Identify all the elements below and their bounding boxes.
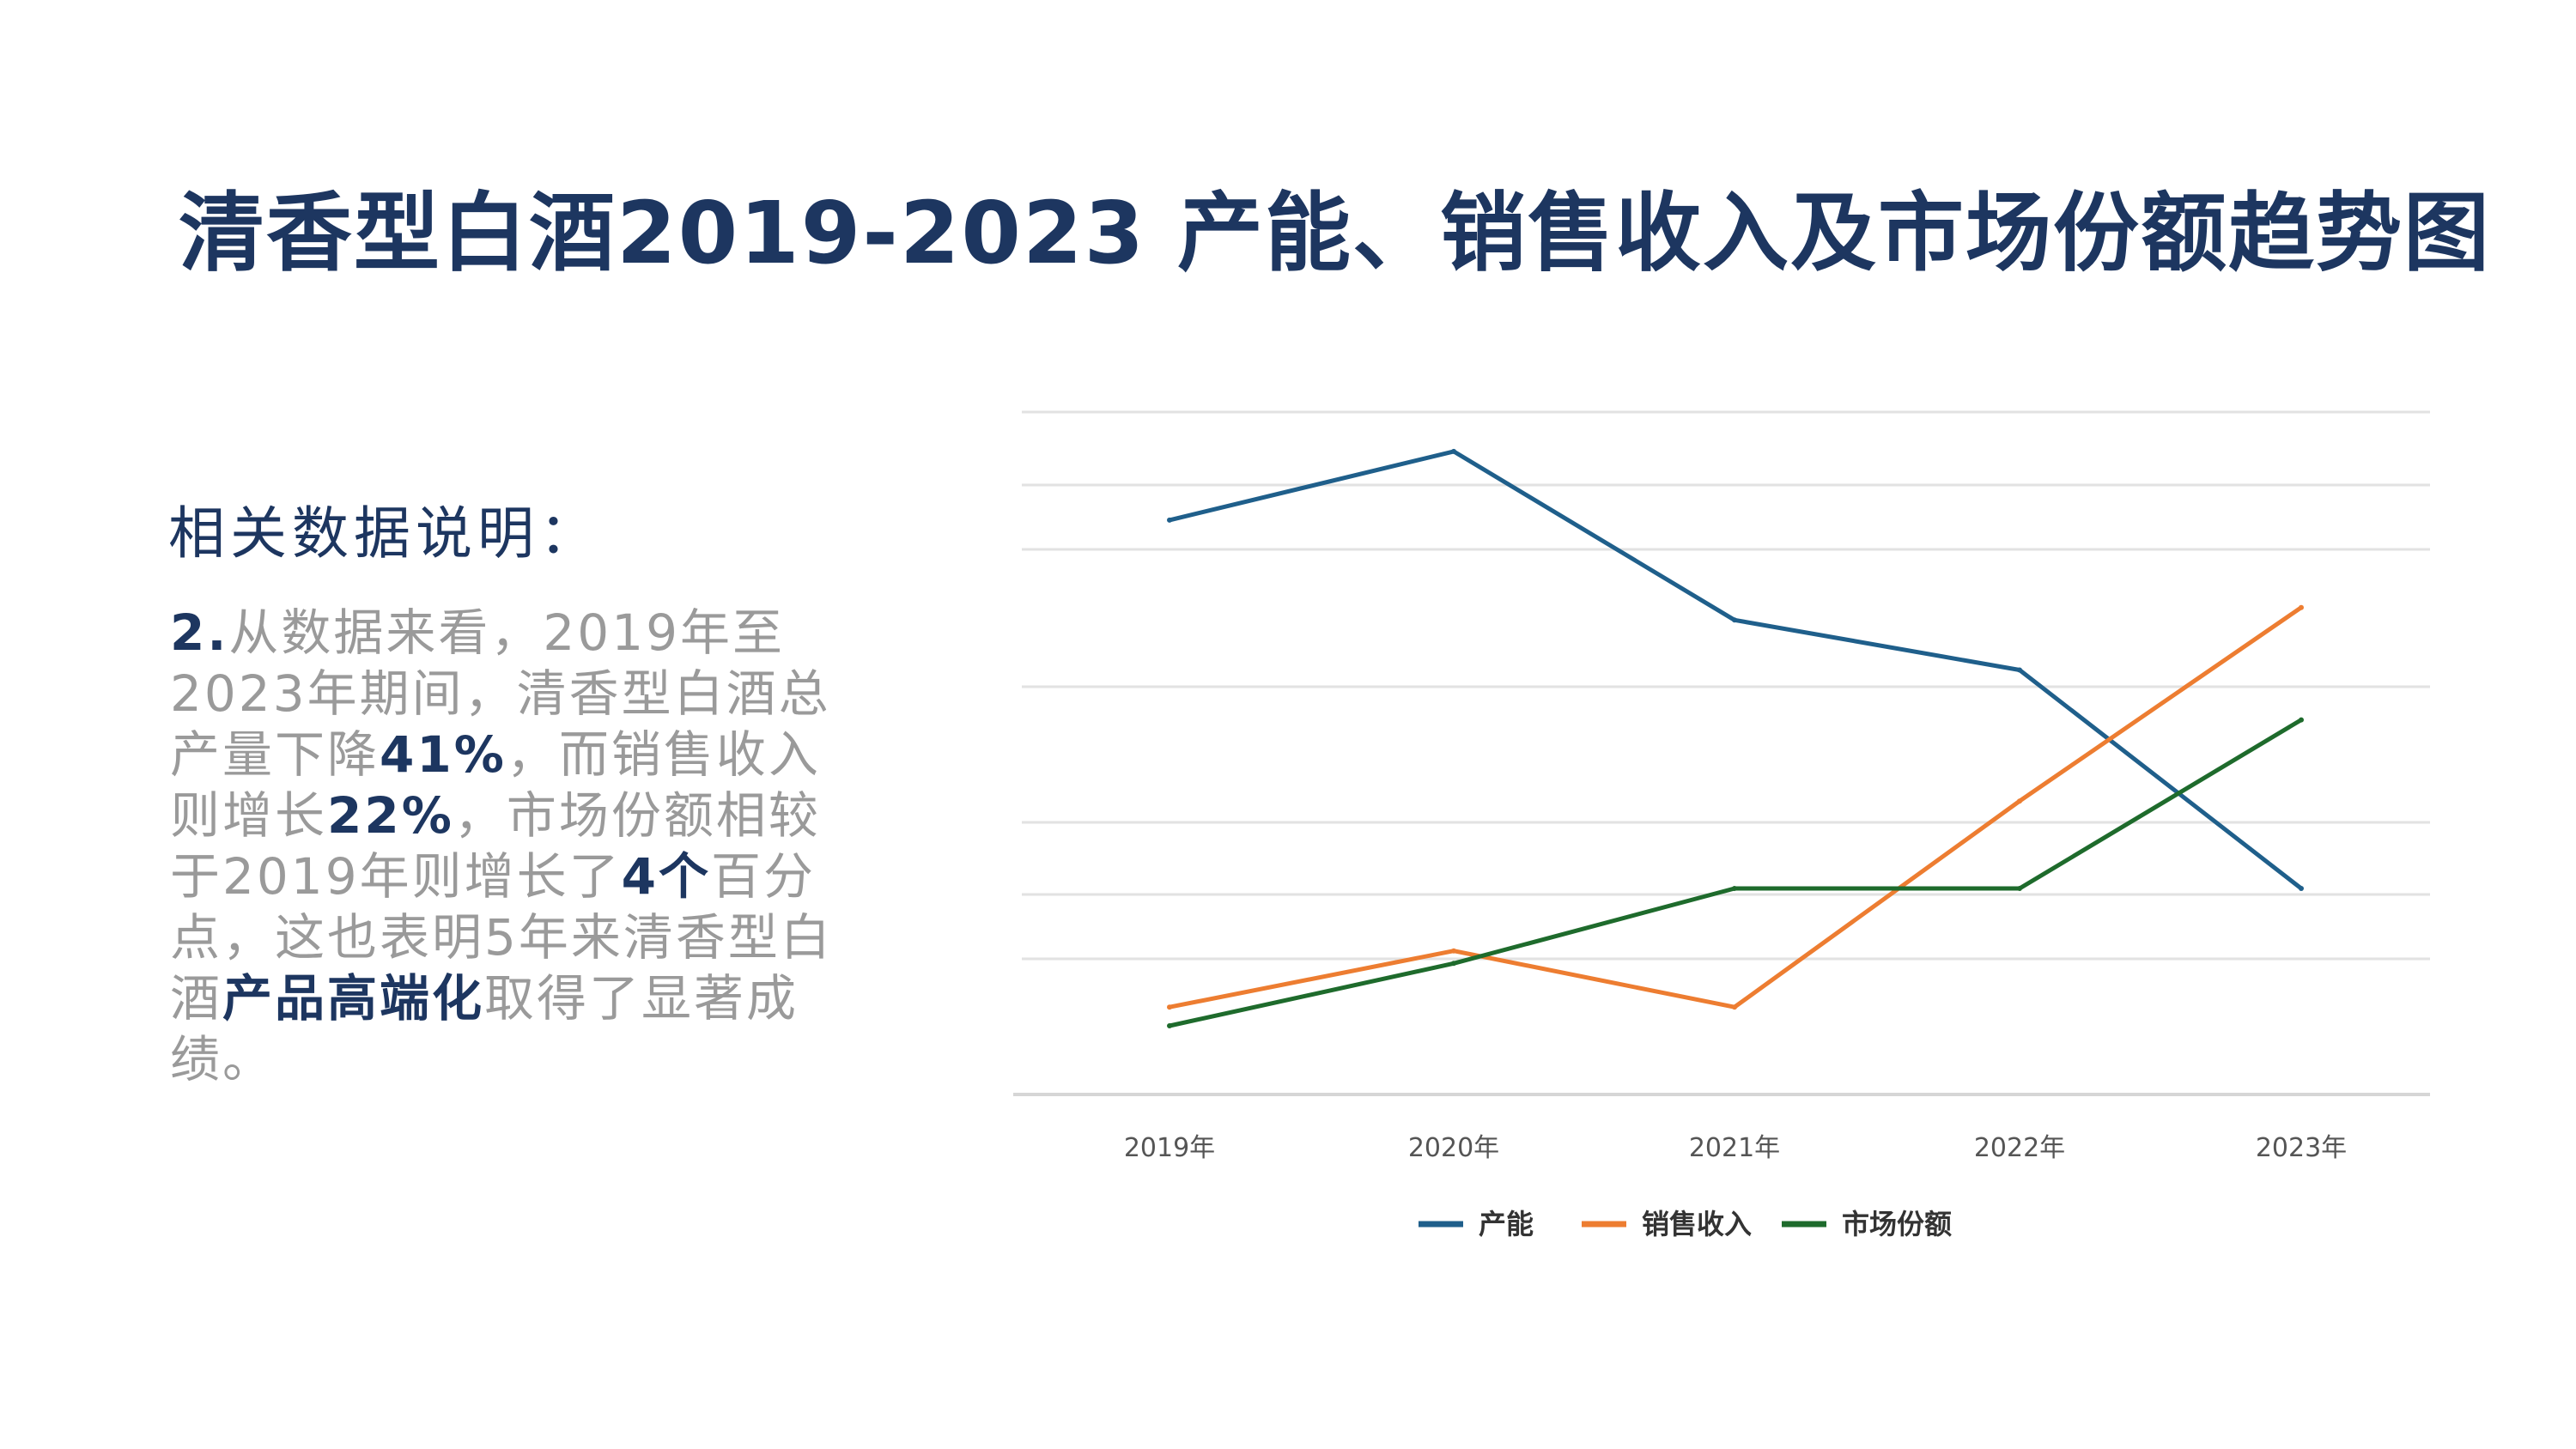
- x-tick-label-3: 2021年: [1689, 1133, 1780, 1163]
- description-segment-2: 从数据来看，2019年至2023年期间，清香型白酒总产量下降: [170, 603, 831, 784]
- data-point-s2-2: [1451, 948, 1456, 954]
- description-segment-6: ，市场份额相较于2019年则增长了: [170, 786, 821, 906]
- series-line-3: [1167, 718, 2304, 1028]
- data-point-s2-3: [1732, 1004, 1737, 1010]
- description-segment-1: 2.: [170, 603, 229, 662]
- data-point-s3-4: [2017, 886, 2022, 891]
- legend-label-1: 产能: [1479, 1208, 1534, 1240]
- description-segment-7: 4个: [621, 847, 711, 906]
- data-point-s1-1: [1167, 517, 1172, 523]
- legend-label-3: 市场份额: [1842, 1208, 1952, 1240]
- page-title: 清香型白酒2019-2023 产能、销售收入及市场份额趋势图: [179, 183, 2491, 283]
- data-point-s3-1: [1167, 1023, 1172, 1028]
- data-point-s1-5: [2299, 886, 2304, 891]
- x-tick-label-2: 2020年: [1408, 1133, 1499, 1163]
- description-segment-10: 取得了显著成绩。: [170, 969, 799, 1088]
- description-segment-3: 41%: [380, 725, 507, 784]
- data-point-s3-2: [1451, 961, 1456, 967]
- description-segment-8: 百分点，这也表明5年来清香型白酒: [170, 847, 833, 1028]
- data-point-s3-3: [1732, 886, 1737, 891]
- data-point-s1-2: [1451, 448, 1456, 454]
- x-tick-label-1: 2019年: [1124, 1133, 1215, 1163]
- description-segment-5: 22%: [327, 786, 454, 845]
- x-tick-label-5: 2023年: [2256, 1133, 2347, 1163]
- description-heading: 相关数据说明：: [168, 500, 601, 567]
- data-point-s2-1: [1167, 1004, 1172, 1010]
- x-tick-label-4: 2022年: [1974, 1133, 2065, 1163]
- series-line-2: [1167, 605, 2304, 1009]
- description-segment-4: ，而销售收入则增长: [170, 725, 821, 845]
- legend-label-2: 销售收入: [1642, 1208, 1752, 1240]
- data-point-s2-4: [2017, 798, 2022, 804]
- description-segment-9: 产品高端化: [222, 969, 485, 1028]
- data-point-s1-4: [2017, 667, 2022, 673]
- data-point-s3-5: [2299, 717, 2304, 723]
- data-point-s1-3: [1732, 617, 1737, 623]
- data-point-s2-5: [2299, 604, 2304, 610]
- description-body: 2.从数据来看，2019年至2023年期间，清香型白酒总产量下降41%，而销售收…: [170, 603, 840, 1090]
